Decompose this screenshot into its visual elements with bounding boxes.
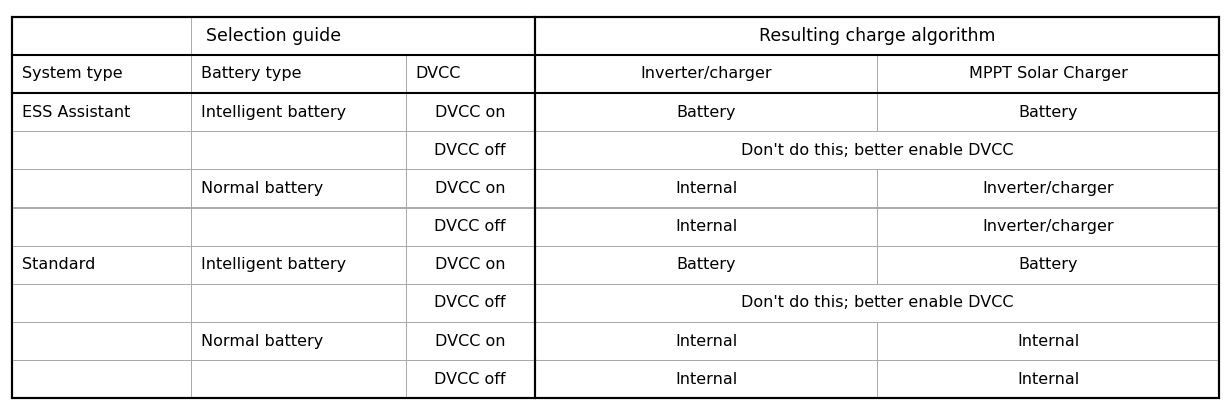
Bar bbox=[12, 131, 191, 169]
Bar bbox=[405, 55, 535, 93]
Bar bbox=[535, 17, 1219, 55]
Text: Resulting charge algorithm: Resulting charge algorithm bbox=[758, 27, 995, 45]
Bar bbox=[12, 169, 191, 208]
Bar bbox=[405, 93, 535, 131]
Bar bbox=[12, 322, 191, 360]
Bar bbox=[877, 55, 1219, 93]
Bar bbox=[12, 17, 535, 55]
Text: Internal: Internal bbox=[1017, 334, 1079, 349]
Text: Standard: Standard bbox=[22, 257, 96, 272]
Bar bbox=[405, 169, 535, 208]
Bar bbox=[405, 246, 535, 284]
Bar bbox=[405, 322, 535, 360]
Text: Inverter/charger: Inverter/charger bbox=[982, 219, 1114, 234]
Text: Internal: Internal bbox=[675, 181, 737, 196]
Text: Internal: Internal bbox=[675, 334, 737, 349]
Text: DVCC on: DVCC on bbox=[435, 105, 506, 120]
Bar bbox=[535, 55, 877, 93]
Bar bbox=[877, 93, 1219, 131]
Text: Inverter/charger: Inverter/charger bbox=[641, 66, 772, 81]
Bar bbox=[12, 246, 191, 284]
Text: DVCC off: DVCC off bbox=[435, 372, 506, 387]
Text: Internal: Internal bbox=[675, 372, 737, 387]
Bar bbox=[12, 284, 191, 322]
Text: Normal battery: Normal battery bbox=[201, 334, 323, 349]
Bar bbox=[877, 208, 1219, 246]
Bar bbox=[535, 322, 877, 360]
Text: Battery: Battery bbox=[676, 105, 736, 120]
Bar bbox=[191, 284, 405, 322]
Bar bbox=[535, 169, 877, 208]
Bar bbox=[535, 246, 877, 284]
Text: DVCC off: DVCC off bbox=[435, 219, 506, 234]
Text: Battery type: Battery type bbox=[201, 66, 301, 81]
Text: Battery: Battery bbox=[1018, 105, 1078, 120]
Bar bbox=[12, 55, 191, 93]
Bar bbox=[535, 93, 877, 131]
Text: DVCC: DVCC bbox=[415, 66, 461, 81]
Bar bbox=[191, 360, 405, 398]
Bar bbox=[191, 208, 405, 246]
Bar bbox=[535, 360, 877, 398]
Bar bbox=[877, 246, 1219, 284]
Text: Intelligent battery: Intelligent battery bbox=[201, 257, 345, 272]
Text: Selection guide: Selection guide bbox=[206, 27, 341, 45]
Bar bbox=[191, 322, 405, 360]
Text: Don't do this; better enable DVCC: Don't do this; better enable DVCC bbox=[741, 295, 1013, 310]
Text: MPPT Solar Charger: MPPT Solar Charger bbox=[969, 66, 1127, 81]
Bar bbox=[12, 208, 191, 246]
Text: Normal battery: Normal battery bbox=[201, 181, 323, 196]
Bar bbox=[191, 246, 405, 284]
Bar bbox=[405, 360, 535, 398]
Bar bbox=[191, 55, 405, 93]
Text: Internal: Internal bbox=[675, 219, 737, 234]
Bar bbox=[191, 169, 405, 208]
Text: ESS Assistant: ESS Assistant bbox=[22, 105, 130, 120]
Text: Internal: Internal bbox=[1017, 372, 1079, 387]
Bar bbox=[535, 131, 1219, 169]
Text: System type: System type bbox=[22, 66, 122, 81]
Bar bbox=[191, 131, 405, 169]
Bar bbox=[405, 284, 535, 322]
Text: Intelligent battery: Intelligent battery bbox=[201, 105, 345, 120]
Bar bbox=[877, 322, 1219, 360]
Text: Battery: Battery bbox=[676, 257, 736, 272]
Text: Battery: Battery bbox=[1018, 257, 1078, 272]
Bar bbox=[405, 208, 535, 246]
Text: DVCC on: DVCC on bbox=[435, 257, 506, 272]
Bar bbox=[535, 284, 1219, 322]
Bar bbox=[535, 208, 877, 246]
Text: DVCC off: DVCC off bbox=[435, 143, 506, 158]
Text: Don't do this; better enable DVCC: Don't do this; better enable DVCC bbox=[741, 143, 1013, 158]
Bar bbox=[12, 93, 191, 131]
Text: DVCC on: DVCC on bbox=[435, 181, 506, 196]
Bar bbox=[12, 17, 191, 55]
Text: Inverter/charger: Inverter/charger bbox=[982, 181, 1114, 196]
Bar bbox=[405, 131, 535, 169]
Bar bbox=[12, 360, 191, 398]
Bar bbox=[191, 93, 405, 131]
Bar bbox=[877, 360, 1219, 398]
Text: DVCC on: DVCC on bbox=[435, 334, 506, 349]
Bar bbox=[877, 169, 1219, 208]
Text: DVCC off: DVCC off bbox=[435, 295, 506, 310]
